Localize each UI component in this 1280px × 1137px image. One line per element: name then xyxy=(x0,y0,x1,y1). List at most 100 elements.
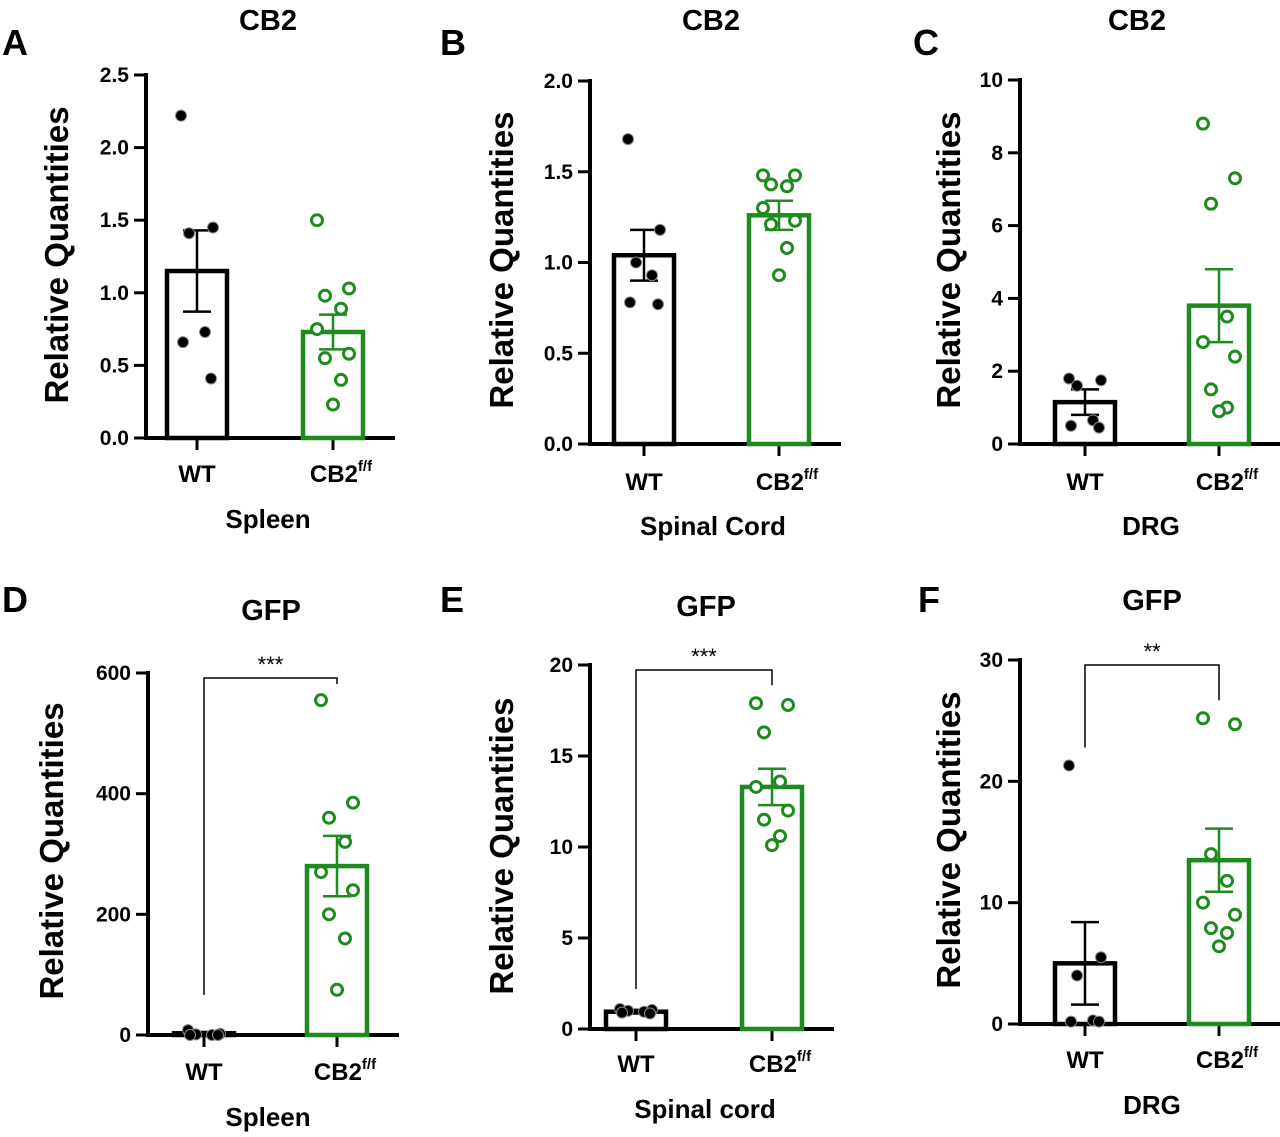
data-point-cb2 xyxy=(338,931,352,946)
significance-marker: *** xyxy=(691,644,717,669)
data-point-cb2 xyxy=(1204,921,1218,936)
chart-title: CB2 xyxy=(239,5,297,37)
x-category-superscript: f/f xyxy=(1244,466,1259,483)
significance-marker: *** xyxy=(258,652,284,677)
data-point-cb2 xyxy=(773,774,787,789)
x-category-label: CB2f/f xyxy=(1196,1044,1259,1074)
x-category-label: CB2f/f xyxy=(1196,466,1259,496)
x-category-superscript: f/f xyxy=(804,466,819,483)
significance-bracket xyxy=(203,677,338,995)
panel-letter: F xyxy=(918,579,940,620)
data-point-wt xyxy=(624,296,636,309)
panel-D: D GFP Relative Quantities 0 200 400 600 WT CB2f/… xyxy=(2,579,399,1132)
y-tick-label: 2.0 xyxy=(544,70,573,93)
data-point-cb2 xyxy=(1228,907,1242,922)
x-category-label: WT xyxy=(178,461,216,488)
x-category-superscript: f/f xyxy=(797,1048,812,1065)
data-point-cb2 xyxy=(338,834,352,849)
x-category-label: WT xyxy=(625,469,663,496)
y-tick-label: 6 xyxy=(991,215,1003,238)
data-point-wt xyxy=(1093,1015,1105,1028)
data-point-wt xyxy=(1071,969,1083,982)
y-tick-label: 2.5 xyxy=(100,64,130,87)
data-point-cb2 xyxy=(756,168,770,183)
data-point-cb2 xyxy=(1196,335,1210,350)
data-point-cb2 xyxy=(788,168,802,183)
data-point-cb2 xyxy=(310,322,324,337)
data-point-cb2 xyxy=(749,696,763,711)
data-point-cb2 xyxy=(1204,196,1218,211)
data-point-wt xyxy=(1095,951,1107,964)
data-point-wt xyxy=(205,372,217,385)
data-point-cb2 xyxy=(788,213,802,228)
x-axis-label: DRG xyxy=(1123,1090,1181,1120)
y-tick-label: 0 xyxy=(561,1018,573,1041)
data-point-wt xyxy=(622,133,634,146)
data-point-wt xyxy=(183,227,195,240)
y-tick-label: 600 xyxy=(96,662,131,685)
x-category-superscript: f/f xyxy=(1244,1044,1259,1061)
y-tick-label: 5 xyxy=(561,927,573,950)
y-tick-label: 8 xyxy=(991,142,1003,165)
y-tick-label: 10 xyxy=(980,892,1003,915)
data-point-cb2 xyxy=(780,179,794,194)
data-point-wt xyxy=(175,109,187,122)
data-point-cb2 xyxy=(780,240,794,255)
data-point-cb2 xyxy=(342,346,356,361)
y-tick-label: 1.5 xyxy=(100,209,130,232)
data-point-wt xyxy=(207,221,219,234)
chart-title: CB2 xyxy=(1108,5,1166,37)
x-axis-label: Spleen xyxy=(225,504,310,534)
y-tick-label: 15 xyxy=(550,745,574,768)
panel-C: C CB2 Relative Quantities 0 2 4 6 8 10 WT CB2f/f DR… xyxy=(913,5,1280,541)
data-point-cb2 xyxy=(765,838,779,853)
significance-bracket xyxy=(1084,664,1220,748)
y-tick-label: 0 xyxy=(991,1013,1003,1036)
x-axis-label: Spinal cord xyxy=(634,1094,776,1124)
data-point-cb2 xyxy=(346,795,360,810)
data-point-cb2 xyxy=(749,779,763,794)
data-point-cb2 xyxy=(1196,116,1210,131)
data-point-cb2 xyxy=(346,883,360,898)
y-axis-label: Relative Quantities xyxy=(483,697,520,994)
chart-title: CB2 xyxy=(682,5,740,37)
y-tick-label: 1.5 xyxy=(544,161,574,184)
data-point-cb2 xyxy=(318,288,332,303)
y-tick-label: 0.0 xyxy=(100,427,129,450)
y-tick-label: 20 xyxy=(980,770,1003,793)
data-point-cb2 xyxy=(773,829,787,844)
bar-wt xyxy=(611,252,677,447)
data-point-cb2 xyxy=(1204,847,1218,862)
data-point-wt xyxy=(1063,372,1075,385)
y-tick-label: 30 xyxy=(980,649,1003,672)
data-point-cb2 xyxy=(334,301,348,316)
x-category-label: WT xyxy=(1066,1047,1104,1074)
data-point-cb2 xyxy=(756,201,770,216)
data-point-wt xyxy=(630,256,642,269)
x-axis-label: DRG xyxy=(1122,511,1180,541)
data-point-wt xyxy=(616,1006,628,1019)
data-point-wt xyxy=(1065,419,1077,432)
data-point-wt xyxy=(1065,1015,1077,1028)
data-point-cb2 xyxy=(330,982,344,997)
y-tick-label: 4 xyxy=(991,287,1003,310)
x-category-label: WT xyxy=(185,1059,223,1086)
data-point-wt xyxy=(1093,421,1105,434)
data-point-cb2 xyxy=(322,907,336,922)
y-tick-label: 1.0 xyxy=(100,282,129,305)
data-point-wt xyxy=(644,1007,656,1020)
y-tick-label: 200 xyxy=(96,903,131,926)
x-category-superscript: f/f xyxy=(358,458,373,475)
data-point-cb2 xyxy=(764,217,778,232)
data-point-cb2 xyxy=(1212,404,1226,419)
data-point-cb2 xyxy=(764,177,778,192)
panel-letter: E xyxy=(440,579,464,620)
y-axis-label: Relative Quantities xyxy=(38,106,75,403)
data-point-cb2 xyxy=(1228,171,1242,186)
significance-bracket xyxy=(635,669,773,989)
x-category-label: WT xyxy=(1066,469,1104,496)
data-point-cb2 xyxy=(326,397,340,412)
data-point-cb2 xyxy=(1220,309,1234,324)
data-point-cb2 xyxy=(772,268,786,283)
